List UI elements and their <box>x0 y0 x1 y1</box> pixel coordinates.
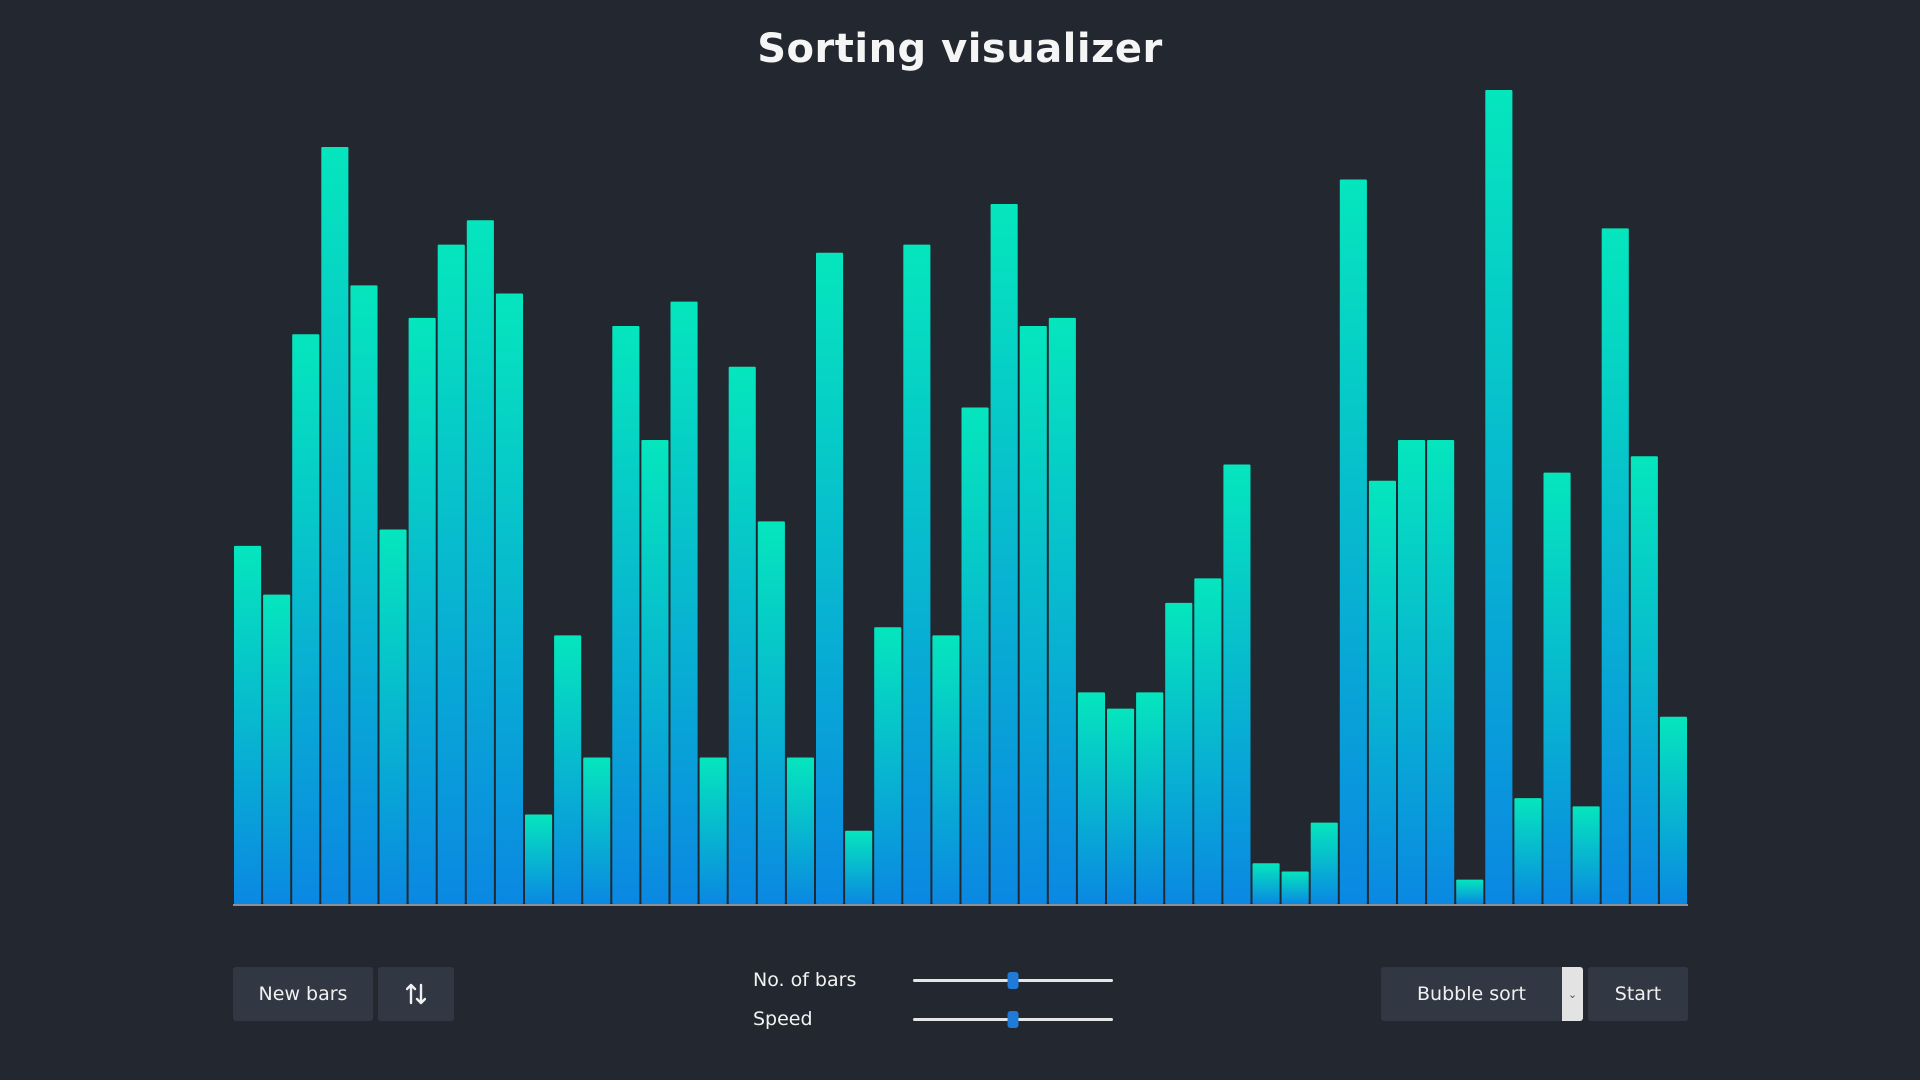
bars-count-control: No. of bars <box>753 967 1113 993</box>
bar <box>1427 440 1455 904</box>
bars-count-slider-thumb[interactable] <box>1007 972 1019 989</box>
bar <box>1048 317 1076 904</box>
bar <box>670 301 698 904</box>
new-bars-button[interactable]: New bars <box>233 967 373 1021</box>
bar <box>1630 456 1658 904</box>
speed-label: Speed <box>753 1008 813 1030</box>
algorithm-select-value[interactable]: Bubble sort <box>1381 967 1562 1021</box>
bar <box>845 830 873 904</box>
bar <box>612 326 640 904</box>
bar <box>1485 90 1513 904</box>
bar <box>1659 716 1687 904</box>
bar <box>466 220 494 905</box>
bar <box>1019 326 1047 904</box>
bar <box>1136 692 1164 904</box>
bar <box>379 529 407 904</box>
bar <box>350 285 378 904</box>
bars-count-label: No. of bars <box>753 969 857 991</box>
bar-chart-svg <box>233 90 1688 906</box>
speed-control: Speed <box>753 1006 1113 1032</box>
chevron-down-icon[interactable]: ⌄ <box>1562 967 1583 1021</box>
bar <box>1339 179 1367 904</box>
bar <box>408 317 436 904</box>
sort-order-button[interactable] <box>378 967 454 1021</box>
bar <box>1601 228 1629 904</box>
bar <box>495 293 523 904</box>
bar <box>437 244 465 904</box>
controls-bar: New bars No. of bars Speed Bubbl <box>233 967 1688 1030</box>
bar <box>961 407 989 904</box>
bar <box>1252 863 1280 904</box>
bar <box>816 252 844 905</box>
bar <box>641 440 669 904</box>
bar <box>874 627 902 904</box>
bar <box>321 146 349 905</box>
bar <box>1398 440 1426 904</box>
bar <box>1165 602 1193 904</box>
algorithm-select[interactable]: Bubble sort ⌄ <box>1381 967 1583 1021</box>
bar <box>1310 822 1338 904</box>
bar-chart <box>233 90 1688 906</box>
bar <box>1077 692 1105 904</box>
speed-slider-thumb[interactable] <box>1007 1011 1019 1028</box>
bar <box>1223 464 1251 904</box>
bar <box>1194 578 1222 904</box>
bar <box>786 757 814 904</box>
bar <box>1456 879 1484 904</box>
bar <box>932 635 960 904</box>
bar <box>903 244 931 904</box>
speed-slider[interactable] <box>913 1011 1113 1028</box>
bar <box>1281 871 1309 904</box>
bar <box>554 635 582 904</box>
bar <box>292 334 320 904</box>
sort-arrows-icon <box>406 983 426 1005</box>
bars-group <box>234 90 1687 905</box>
start-button[interactable]: Start <box>1588 967 1688 1021</box>
bar <box>757 521 785 904</box>
bar <box>583 757 611 904</box>
bar <box>234 545 262 904</box>
page-title: Sorting visualizer <box>757 26 1163 72</box>
bar <box>1107 708 1135 904</box>
bar <box>263 594 291 904</box>
bar <box>1368 480 1396 904</box>
bar <box>728 366 756 904</box>
bars-count-slider[interactable] <box>913 972 1113 989</box>
bar <box>1572 806 1600 904</box>
bar <box>525 814 553 904</box>
sliders-group: No. of bars Speed <box>753 967 1113 1030</box>
bar <box>1514 798 1542 904</box>
bar <box>699 757 727 904</box>
bar <box>1543 472 1571 904</box>
bar <box>990 203 1018 905</box>
